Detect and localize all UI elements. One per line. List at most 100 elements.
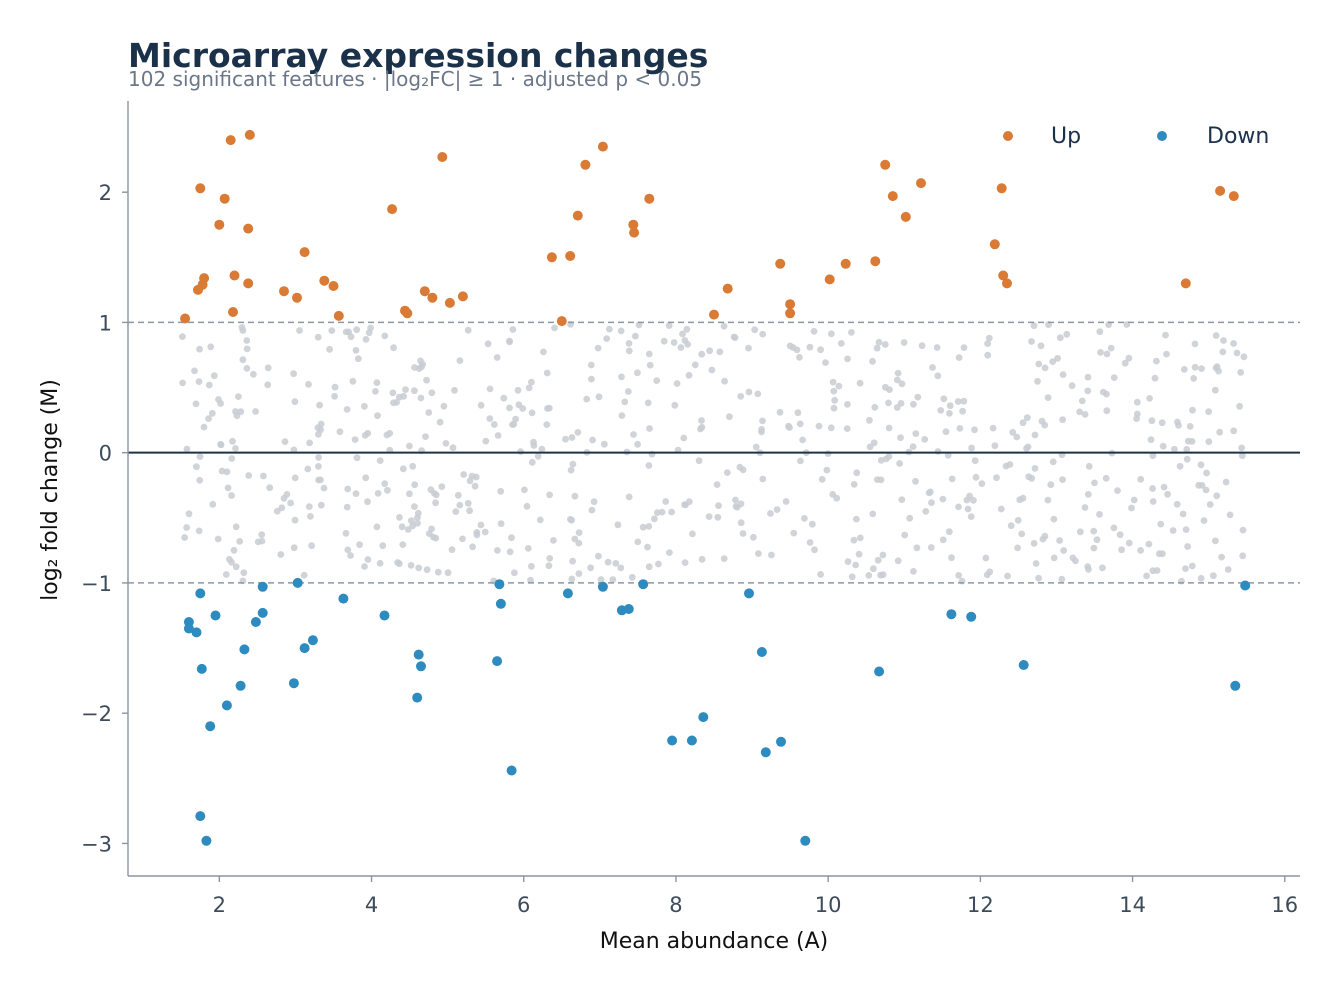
- background-point: [1237, 369, 1245, 376]
- up-point: [775, 258, 786, 269]
- background-point: [1050, 515, 1058, 523]
- up-point: [199, 273, 210, 284]
- background-point: [618, 412, 626, 419]
- background-point: [885, 399, 892, 407]
- background-point: [790, 529, 798, 537]
- background-point: [1158, 419, 1166, 427]
- background-point: [545, 562, 553, 570]
- background-point: [208, 409, 216, 417]
- background-point: [1107, 344, 1115, 352]
- background-point: [1063, 330, 1071, 338]
- down-point: [412, 692, 423, 703]
- background-point: [1137, 475, 1145, 483]
- background-point: [843, 425, 851, 432]
- background-point: [737, 393, 745, 400]
- background-point: [296, 327, 303, 334]
- background-point: [300, 571, 308, 579]
- background-point: [336, 428, 344, 436]
- up-point: [299, 247, 310, 258]
- background-point: [632, 332, 639, 340]
- background-point: [651, 515, 658, 523]
- background-point: [1174, 418, 1181, 426]
- background-point: [228, 492, 235, 499]
- background-point: [396, 514, 403, 521]
- background-point: [1222, 478, 1230, 486]
- background-point: [1212, 332, 1220, 339]
- background-point: [342, 328, 350, 336]
- background-point: [984, 351, 992, 359]
- background-point: [210, 372, 218, 380]
- down-point: [205, 721, 216, 732]
- background-point: [685, 498, 693, 506]
- background-point: [183, 524, 191, 531]
- background-point: [900, 339, 908, 346]
- up-point: [225, 135, 236, 146]
- background-point: [1125, 539, 1133, 547]
- down-point: [299, 643, 310, 654]
- up-point: [1215, 185, 1226, 196]
- background-point: [434, 568, 442, 576]
- plot-area: [128, 129, 1300, 846]
- background-point: [477, 401, 485, 409]
- background-point: [937, 407, 945, 414]
- background-point: [831, 396, 839, 404]
- background-point: [432, 534, 440, 542]
- background-point: [946, 410, 953, 417]
- down-point: [201, 835, 212, 846]
- background-point: [315, 476, 322, 484]
- background-point: [1128, 504, 1135, 512]
- background-point: [855, 550, 863, 558]
- background-point: [716, 348, 724, 356]
- x-tick-label: 4: [365, 893, 378, 917]
- background-point: [745, 344, 752, 352]
- background-point: [469, 543, 476, 551]
- down-point: [686, 735, 697, 746]
- background-point: [228, 559, 236, 566]
- background-point: [315, 463, 322, 470]
- background-point: [827, 424, 835, 432]
- background-point: [1189, 406, 1196, 414]
- background-point: [486, 385, 494, 393]
- background-point: [684, 341, 692, 348]
- legend-marker-down: [1157, 131, 1167, 141]
- background-point: [720, 322, 728, 330]
- background-point: [471, 482, 479, 490]
- background-point: [372, 388, 379, 395]
- background-point: [759, 417, 766, 425]
- background-point: [200, 423, 208, 431]
- y-tick-label: 0: [99, 442, 112, 466]
- background-point: [946, 402, 954, 410]
- up-point: [996, 183, 1007, 194]
- background-point: [1238, 444, 1245, 452]
- down-point: [416, 661, 426, 672]
- background-point: [364, 498, 371, 506]
- down-point: [597, 581, 608, 592]
- background-point: [852, 561, 859, 569]
- background-point: [196, 476, 204, 484]
- background-point: [879, 551, 887, 559]
- up-point: [219, 193, 230, 204]
- background-point: [1059, 476, 1066, 483]
- background-point: [347, 333, 355, 341]
- background-point: [1099, 564, 1106, 572]
- background-point: [810, 327, 818, 335]
- background-point: [179, 333, 186, 340]
- background-point: [409, 462, 417, 470]
- background-point: [732, 503, 740, 510]
- background-point: [720, 555, 728, 562]
- background-point: [205, 381, 213, 389]
- background-point: [567, 466, 575, 474]
- background-point: [215, 396, 222, 403]
- background-point: [737, 519, 745, 527]
- background-point: [645, 563, 653, 571]
- background-point: [646, 425, 653, 432]
- background-point: [698, 350, 706, 358]
- background-point: [568, 575, 576, 583]
- up-point: [319, 275, 330, 286]
- background-point: [1037, 342, 1045, 350]
- background-point: [407, 562, 415, 569]
- background-point: [624, 388, 632, 395]
- background-point: [948, 475, 956, 483]
- background-point: [444, 569, 452, 577]
